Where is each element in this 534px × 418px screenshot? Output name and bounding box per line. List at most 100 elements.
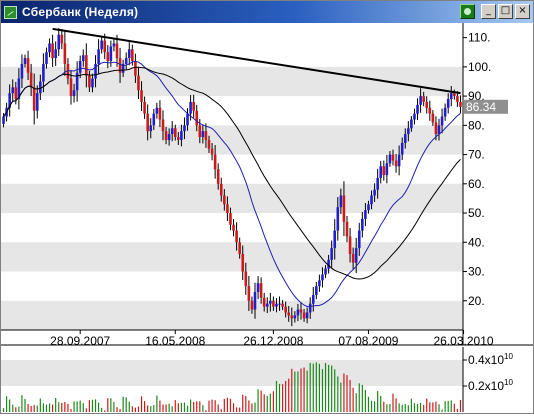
candle-body [351, 253, 355, 263]
candle-body [48, 43, 51, 53]
close-button[interactable]: × [515, 4, 530, 19]
candle-body [357, 230, 361, 249]
candle-body [275, 303, 278, 307]
candle-body [121, 63, 125, 73]
candle-body [330, 248, 333, 260]
candle-body [244, 271, 248, 287]
volume-grid-stripe [1, 360, 463, 386]
candle-body [198, 125, 202, 138]
candle-body [293, 315, 297, 319]
candle-body [413, 113, 416, 120]
candle-body [8, 93, 11, 108]
candle-body [253, 291, 257, 310]
candle-body [177, 137, 180, 140]
candle-body [379, 166, 383, 178]
candle-body [345, 221, 349, 237]
title-bar[interactable]: Сбербанк (Неделя) _ □ × [1, 1, 533, 23]
candle-body [210, 148, 214, 155]
candle-body [118, 58, 122, 73]
candle-body [29, 72, 33, 88]
candle-body [431, 113, 435, 123]
x-tick-label: 26.12.2008 [243, 334, 303, 348]
candle-body [124, 58, 128, 64]
candle-body [407, 128, 410, 135]
candle-body [183, 125, 186, 132]
candle-body [155, 107, 159, 114]
candle-body [42, 63, 45, 82]
moving-average-fast [3, 60, 461, 308]
candle-body [97, 49, 100, 64]
candle-body [164, 131, 168, 140]
candle-body [69, 78, 73, 97]
candle-body [342, 195, 346, 222]
candle-body [63, 43, 67, 64]
y-tick-label: 30. [468, 265, 485, 279]
chart-app-icon [4, 5, 17, 19]
candle-body [272, 300, 275, 307]
last-price-box [464, 99, 508, 114]
candle-body [91, 78, 94, 88]
candle-body [216, 169, 220, 184]
candle-body [456, 96, 459, 102]
candle-body [235, 230, 238, 243]
candle-body [207, 139, 211, 149]
candle-body [54, 49, 57, 59]
y-tick-label: 80. [468, 118, 485, 132]
candle-body [20, 63, 24, 79]
candle-body [296, 309, 300, 316]
maximize-button[interactable]: □ [498, 4, 513, 19]
candle-body [241, 253, 245, 272]
grid-stripe [1, 125, 463, 155]
candle-body [57, 34, 61, 50]
x-tick-label: 07.08.2009 [338, 334, 398, 348]
candle-body [443, 107, 447, 117]
candle-body [94, 63, 97, 79]
candle-body [189, 101, 192, 114]
candle-body [32, 87, 36, 111]
candle-body [127, 49, 131, 59]
candle-body [204, 131, 208, 140]
y-tick-label: 60. [468, 177, 485, 191]
minimize-button[interactable]: _ [481, 4, 496, 19]
candle-body [284, 306, 287, 313]
volume-tick-exponent: 10 [504, 378, 513, 387]
candle-body [419, 96, 422, 105]
volume-tick-label: 0.2x10 [468, 379, 504, 393]
candle-body [131, 49, 134, 62]
candle-body [459, 101, 462, 107]
candle-body [449, 93, 453, 100]
candle-body [336, 207, 340, 231]
candle-body [367, 204, 370, 211]
trendline [52, 27, 461, 95]
candle-body [269, 300, 272, 304]
candle-body [14, 87, 18, 100]
volume-tick-exponent: 10 [504, 352, 513, 361]
y-tick-label: 20. [468, 294, 485, 308]
candle-body [192, 101, 195, 111]
candle-body [259, 283, 263, 298]
candle-body [60, 34, 64, 44]
candle-body [2, 116, 5, 124]
candle-body [364, 210, 367, 219]
candle-body [318, 280, 321, 287]
candle-body [109, 46, 113, 62]
restore-icon[interactable] [460, 4, 475, 19]
candle-body [361, 218, 364, 231]
window-controls: _ □ × [460, 4, 530, 19]
candle-body [152, 113, 156, 126]
candle-body [327, 259, 330, 269]
candle-body [140, 90, 143, 102]
candle-body [437, 125, 441, 135]
candle-body [416, 104, 419, 114]
candle-body [75, 72, 79, 91]
x-tick-label: 28.09.2007 [50, 334, 110, 348]
y-tick-label: 50. [468, 206, 485, 220]
candle-body [88, 75, 91, 88]
window-title: Сбербанк (Неделя) [22, 5, 139, 19]
candle-body [170, 128, 174, 135]
candle-body [100, 40, 103, 50]
candle-body [146, 113, 149, 132]
candle-body [339, 195, 343, 208]
candle-body [106, 52, 110, 62]
